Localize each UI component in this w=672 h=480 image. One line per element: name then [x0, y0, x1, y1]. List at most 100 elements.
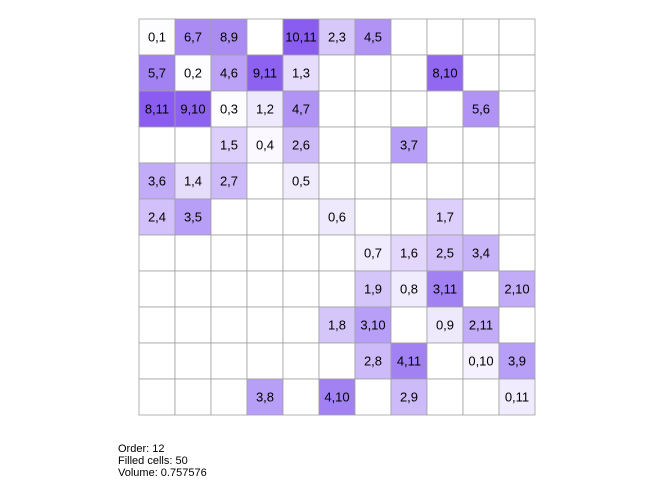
grid-cell [174, 270, 212, 308]
grid-cell [354, 162, 392, 200]
cell-label: 4,6 [220, 66, 238, 81]
grid-cell [246, 378, 284, 416]
grid-cell [390, 18, 428, 56]
cell-label: 0,9 [436, 318, 454, 333]
cell-label: 2,9 [400, 390, 418, 405]
grid-cell [498, 162, 536, 200]
grid-cell [462, 18, 500, 56]
cell-label: 2,3 [328, 30, 346, 45]
cell-label: 2,7 [220, 174, 238, 189]
grid-cell [318, 270, 356, 308]
grid-cell [498, 342, 536, 380]
grid-cell [426, 18, 464, 56]
grid-cell [354, 342, 392, 380]
grid-cell [462, 126, 500, 164]
grid-cell [354, 198, 392, 236]
cell-label: 3,5 [184, 210, 202, 225]
grid-cell [282, 378, 320, 416]
grid-cell [282, 90, 320, 128]
cell-label: 1,7 [436, 210, 454, 225]
grid-cell [462, 342, 500, 380]
cell-label: 5,6 [472, 102, 490, 117]
grid-cell [138, 126, 176, 164]
cell-label: 0,4 [256, 138, 274, 153]
grid-cell [318, 234, 356, 272]
grid-cell [138, 270, 176, 308]
grid-cell [462, 270, 500, 308]
grid-cell [246, 126, 284, 164]
grid-cell [246, 342, 284, 380]
grid-cell [138, 234, 176, 272]
cell-label: 10,11 [285, 30, 317, 45]
cell-label: 3,10 [360, 318, 385, 333]
grid-cell [174, 306, 212, 344]
cell-label: 8,10 [432, 66, 457, 81]
grid-cell [426, 54, 464, 92]
grid-cell [138, 342, 176, 380]
cell-label: 0,2 [184, 66, 202, 81]
grid-cell [390, 378, 428, 416]
grid-cell [318, 378, 356, 416]
grid-cell [462, 54, 500, 92]
grid-cell [174, 234, 212, 272]
footer-line: Order: 12 [118, 443, 164, 455]
grid-cell [174, 18, 212, 56]
cell-label: 6,7 [184, 30, 202, 45]
grid-cell [426, 378, 464, 416]
grid-cell [246, 54, 284, 92]
cell-label: 0,5 [292, 174, 310, 189]
grid-cell [390, 270, 428, 308]
cell-label: 9,10 [180, 102, 205, 117]
grid-cell [426, 126, 464, 164]
cell-label: 4,7 [292, 102, 310, 117]
grid-cell [174, 342, 212, 380]
grid-cell [282, 342, 320, 380]
grid-cell [462, 90, 500, 128]
grid-cell [138, 198, 176, 236]
grid-cell [282, 126, 320, 164]
cell-label: 2,6 [292, 138, 310, 153]
cell-label: 0,1 [148, 30, 166, 45]
cell-label: 5,7 [148, 66, 166, 81]
grid-cell [354, 234, 392, 272]
footer-line: Filled cells: 50 [118, 455, 188, 467]
grid-cell [174, 378, 212, 416]
grid-cell [390, 90, 428, 128]
grid-cell [390, 126, 428, 164]
cell-label: 3,6 [148, 174, 166, 189]
grid-cell [138, 18, 176, 56]
cell-label: 1,6 [400, 246, 418, 261]
grid-cell [498, 378, 536, 416]
grid-cell [498, 126, 536, 164]
cell-label: 2,5 [436, 246, 454, 261]
grid-cell [462, 378, 500, 416]
grid-cell [498, 54, 536, 92]
cell-label: 3,7 [400, 138, 418, 153]
cell-label: 8,9 [220, 30, 238, 45]
grid-cell [246, 306, 284, 344]
grid-cell [354, 18, 392, 56]
cell-label: 2,11 [469, 318, 493, 333]
grid-cell [390, 306, 428, 344]
grid-cell [498, 198, 536, 236]
grid-cell [174, 90, 212, 128]
grid-cell [498, 18, 536, 56]
footer-line: Volume: 0.757576 [118, 467, 207, 479]
grid-cell [282, 270, 320, 308]
grid-cell [138, 378, 176, 416]
grid-cell [174, 126, 212, 164]
grid-cell [318, 306, 356, 344]
cell-label: 4,5 [364, 30, 382, 45]
grid-cell [210, 306, 248, 344]
cell-label: 0,3 [220, 102, 238, 117]
grid-cell [390, 162, 428, 200]
grid-cell [498, 306, 536, 344]
grid-cell [354, 378, 392, 416]
grid-cell [210, 378, 248, 416]
grid-cell [354, 90, 392, 128]
cell-label: 9,11 [253, 66, 277, 81]
grid-cell [462, 162, 500, 200]
grid-cell [318, 126, 356, 164]
grid-cell [462, 306, 500, 344]
